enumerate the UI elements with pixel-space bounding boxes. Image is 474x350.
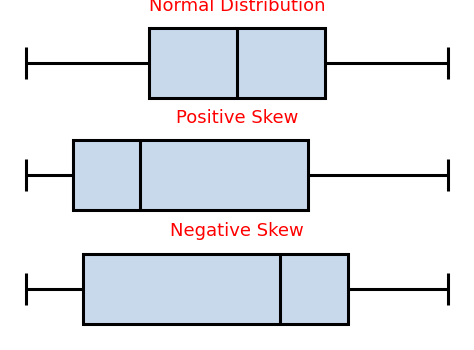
Bar xyxy=(73,140,308,210)
Text: Normal Distribution: Normal Distribution xyxy=(149,0,325,15)
Text: Positive Skew: Positive Skew xyxy=(176,109,298,127)
Bar xyxy=(149,28,325,98)
Bar xyxy=(83,254,348,324)
Text: Negative Skew: Negative Skew xyxy=(170,223,304,240)
